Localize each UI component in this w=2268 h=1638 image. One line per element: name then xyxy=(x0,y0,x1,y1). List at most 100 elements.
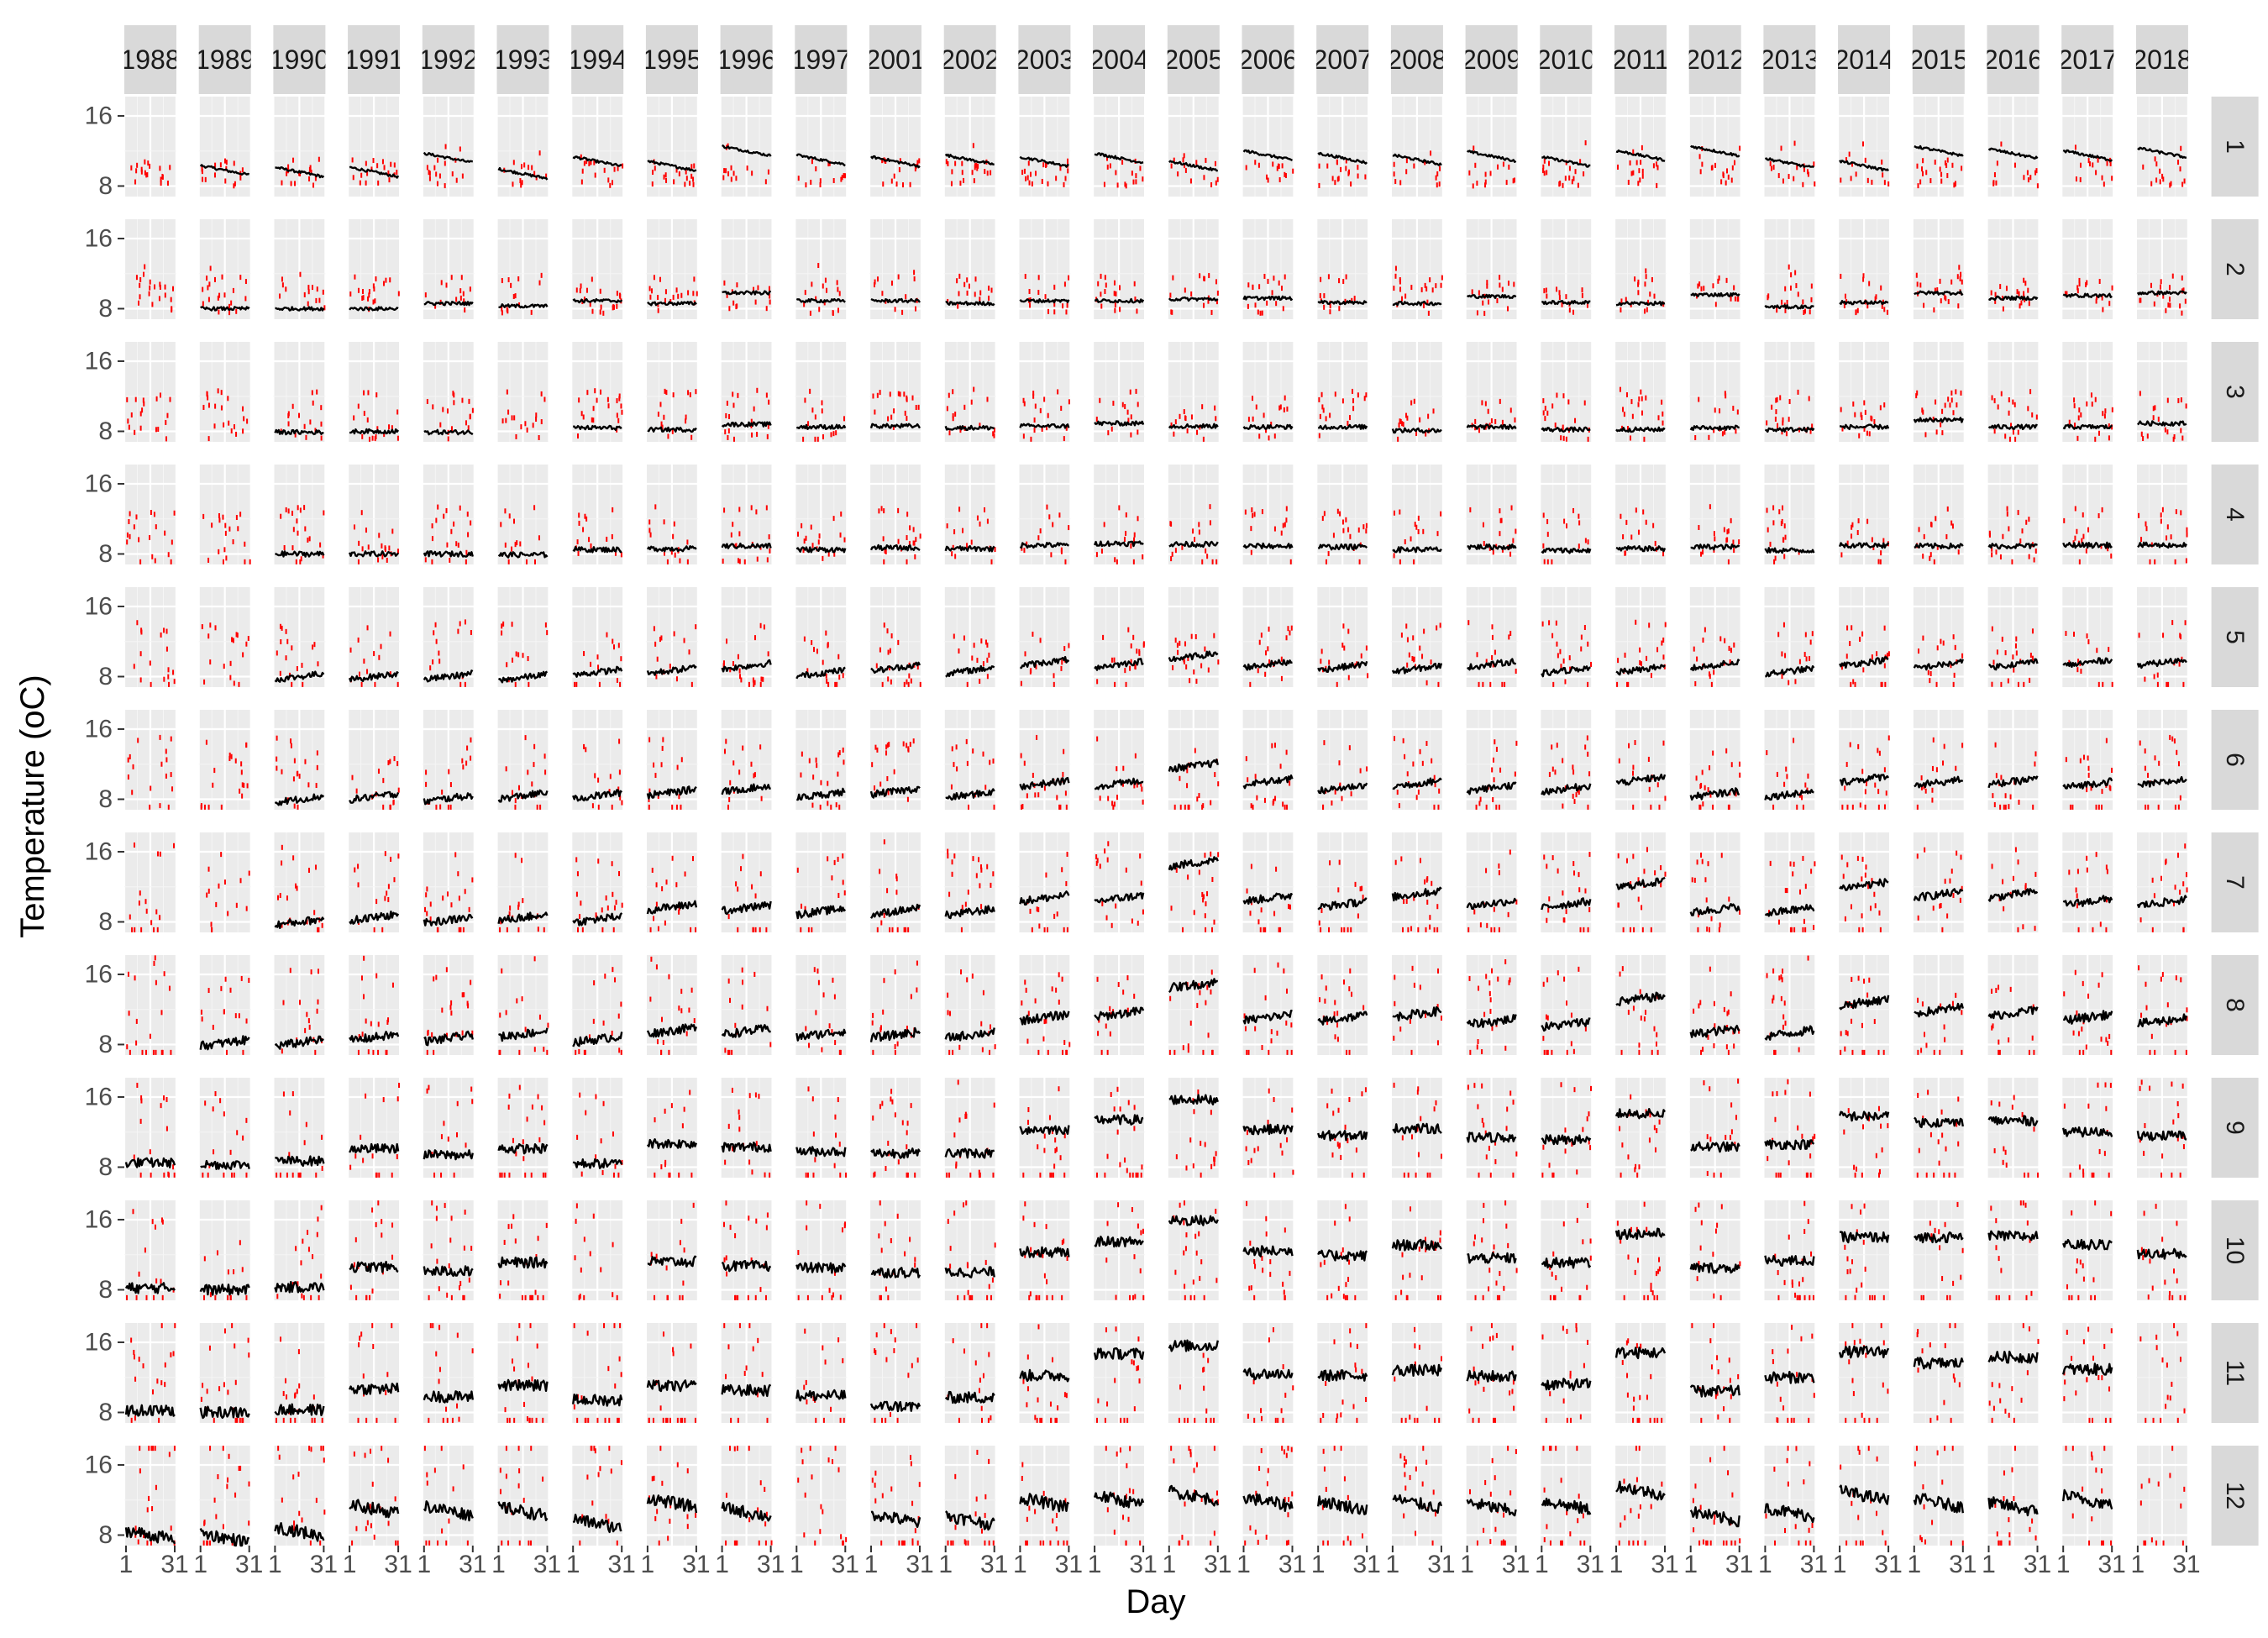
temperature-point xyxy=(759,927,761,932)
temperature-point xyxy=(671,428,674,434)
temperature-point xyxy=(318,156,320,162)
temperature-point xyxy=(1492,549,1494,555)
temperature-point xyxy=(2174,804,2176,810)
temperature-line xyxy=(1987,295,2039,302)
temperature-point xyxy=(732,171,735,176)
temperature-point xyxy=(170,736,172,742)
temperature-point xyxy=(1273,798,1275,804)
temperature-point xyxy=(735,881,738,887)
temperature-point xyxy=(459,505,461,511)
temperature-point xyxy=(2181,181,2184,187)
temperature-point xyxy=(1476,652,1478,658)
temperature-point xyxy=(728,413,731,419)
temperature-point xyxy=(753,406,755,412)
temperature-point xyxy=(947,160,949,166)
temperature-point xyxy=(1859,802,1861,808)
temperature-point xyxy=(1109,163,1111,169)
temperature-point xyxy=(769,293,771,299)
temperature-point xyxy=(2103,181,2105,187)
temperature-point xyxy=(1645,519,1647,525)
temperature-point xyxy=(1399,418,1402,424)
temperature-point xyxy=(1179,804,1182,810)
temperature-point xyxy=(383,165,386,171)
temperature-point xyxy=(1042,162,1045,168)
temperature-point xyxy=(135,168,138,174)
temperature-point xyxy=(1347,420,1349,426)
temperature-point xyxy=(590,160,592,165)
temperature-line xyxy=(1839,300,1889,306)
temperature-point xyxy=(1994,298,1997,304)
temperature-point xyxy=(616,398,618,404)
temperature-point xyxy=(1999,804,2002,810)
temperature-point xyxy=(619,681,622,687)
temperature-point xyxy=(618,871,621,877)
temperature-point xyxy=(538,280,541,286)
temperature-point xyxy=(2092,162,2094,168)
temperature-point xyxy=(232,638,234,643)
temperature-point xyxy=(1782,622,1785,627)
temperature-point xyxy=(1341,519,1344,525)
temperature-line xyxy=(1317,543,1368,551)
temperature-point xyxy=(1282,306,1284,312)
temperature-point xyxy=(877,276,879,282)
temperature-point xyxy=(1044,294,1047,300)
temperature-line xyxy=(1242,542,1294,550)
temperature-point xyxy=(1184,163,1186,169)
temperature-point xyxy=(170,559,172,564)
temperature-point xyxy=(378,654,381,660)
temperature-point xyxy=(384,546,386,552)
temperature-point xyxy=(1396,790,1399,795)
temperature-point xyxy=(241,167,244,173)
temperature-point xyxy=(659,276,661,282)
temperature-point xyxy=(1204,646,1206,652)
temperature-point xyxy=(1064,559,1067,564)
facet-panel xyxy=(570,465,625,564)
temperature-line xyxy=(945,788,995,801)
temperature-point xyxy=(1214,160,1216,166)
temperature-point xyxy=(966,760,969,766)
temperature-point xyxy=(146,172,149,178)
facet-panel xyxy=(2134,465,2189,564)
temperature-point xyxy=(1793,140,1796,146)
temperature-point xyxy=(1848,151,1851,157)
temperature-point xyxy=(1404,293,1407,299)
temperature-point xyxy=(1786,299,1788,305)
temperature-point xyxy=(1782,537,1784,543)
temperature-point xyxy=(1939,278,1941,284)
temperature-point xyxy=(1918,648,1920,654)
temperature-point xyxy=(1037,535,1040,541)
temperature-point xyxy=(1862,273,1865,279)
temperature-point xyxy=(586,390,589,396)
temperature-point xyxy=(1023,401,1026,407)
temperature-point xyxy=(1482,300,1484,306)
temperature-point xyxy=(918,158,921,164)
temperature-point xyxy=(893,408,895,414)
temperature-point xyxy=(887,676,890,682)
facet-panel xyxy=(1539,710,1593,810)
temperature-point xyxy=(1133,281,1136,286)
temperature-point xyxy=(1247,282,1250,288)
temperature-point xyxy=(1845,762,1848,768)
temperature-point xyxy=(690,173,693,179)
temperature-point xyxy=(1348,169,1351,175)
temperature-point xyxy=(1947,299,1950,305)
temperature-point xyxy=(599,309,601,315)
temperature-point xyxy=(1282,522,1284,528)
facet-panel xyxy=(868,219,923,319)
temperature-point xyxy=(1632,149,1635,155)
temperature-point xyxy=(2029,389,2032,395)
temperature-point xyxy=(1887,735,1890,741)
facet-panel xyxy=(1464,219,1519,319)
temperature-point xyxy=(754,299,757,305)
temperature-point xyxy=(1406,637,1409,643)
temperature-point xyxy=(2107,546,2109,552)
temperature-point xyxy=(2097,157,2099,163)
temperature-point xyxy=(1063,181,1065,187)
temperature-point xyxy=(1551,633,1554,638)
temperature-point xyxy=(1656,165,1659,171)
temperature-point xyxy=(2170,534,2172,540)
temperature-point xyxy=(517,905,520,911)
temperature-point xyxy=(1113,801,1116,807)
temperature-point xyxy=(1652,163,1655,169)
temperature-point xyxy=(673,631,675,637)
